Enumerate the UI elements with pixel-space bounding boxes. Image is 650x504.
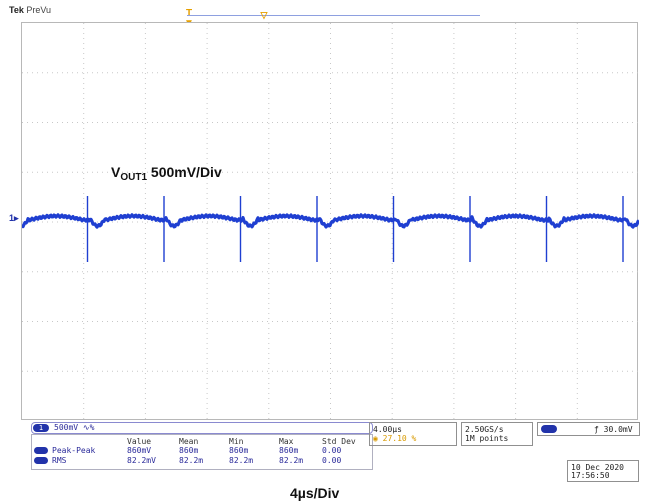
brand-name: Tek xyxy=(9,5,24,15)
meas-cell: 860m xyxy=(229,446,249,455)
channel-marker-label: 1 xyxy=(9,213,15,223)
timestamp: 10 Dec 2020 17:56:50 xyxy=(567,460,639,482)
col-header: Min xyxy=(229,437,244,446)
channel-ground-marker[interactable]: 1▸ xyxy=(9,213,19,223)
meas-cell: 0.00 xyxy=(322,446,342,455)
graticule-grid xyxy=(22,23,639,421)
readout-panel: 1 500mV ∿% Value Mean Min Max Std Dev Pe… xyxy=(21,422,640,482)
channel-scale-value: 500mV xyxy=(54,423,79,432)
trigger-level: ƒ 30.0mV xyxy=(594,425,633,434)
record-position-icon[interactable]: ▽ xyxy=(260,10,268,20)
meas-cell: 82.2m xyxy=(179,456,204,465)
col-header: Mean xyxy=(179,437,199,446)
waveform-trace xyxy=(22,213,639,229)
brand-label: Tek PreVu xyxy=(9,5,51,15)
meas-row-badge xyxy=(34,457,48,464)
trigger-level-value: 30.0mV xyxy=(603,425,633,434)
col-header: Max xyxy=(279,437,294,446)
timebase-readout[interactable]: 4.00µs ◉ 27.10 % xyxy=(369,422,457,446)
meas-name: Peak-Peak xyxy=(52,446,96,455)
channel-number: 1 xyxy=(38,424,44,432)
record-view-bar xyxy=(187,15,480,16)
channel-scale: 500mV ∿% xyxy=(54,423,94,433)
channel-badge: 1 xyxy=(33,424,49,432)
col-header: Std Dev xyxy=(322,437,356,446)
record-length: 1M points xyxy=(465,434,509,443)
rising-edge-icon: ƒ xyxy=(594,425,599,434)
channel-coupling: ∿% xyxy=(82,423,95,432)
meas-cell: 860m xyxy=(179,446,199,455)
meas-cell: 860mV xyxy=(127,446,152,455)
channel-readout[interactable]: 1 500mV ∿% xyxy=(31,422,373,434)
meas-cell: 860m xyxy=(279,446,299,455)
acquisition-readout[interactable]: 2.50GS/s 1M points xyxy=(461,422,533,446)
meas-cell: 0.00 xyxy=(322,456,342,465)
date-value: 10 Dec 2020 xyxy=(571,463,624,472)
trigger-source-badge xyxy=(541,425,557,433)
acq-mode: PreVu xyxy=(26,5,52,15)
col-header: Value xyxy=(127,437,152,446)
label-main: V xyxy=(111,164,121,180)
meas-cell: 82.2m xyxy=(229,456,254,465)
trigger-readout[interactable]: ƒ 30.0mV xyxy=(537,422,640,436)
meas-cell: 82.2m xyxy=(279,456,304,465)
trigger-delay: ◉ 27.10 % xyxy=(373,434,417,443)
label-sub: OUT1 xyxy=(120,172,148,183)
trigger-position-icon[interactable]: T▼ xyxy=(184,8,194,29)
waveform-scale-label: VOUT1 500mV/Div xyxy=(111,164,222,183)
time-value: 17:56:50 xyxy=(571,471,610,480)
meas-name: RMS xyxy=(52,456,67,465)
sample-rate: 2.50GS/s xyxy=(465,425,504,434)
meas-row-badge xyxy=(34,447,48,454)
time-per-div-label: 4µs/Div xyxy=(290,485,340,501)
graticule xyxy=(21,22,639,421)
status-bar: Tek PreVu T▼ ▽ xyxy=(0,0,650,29)
delay-value: 27.10 % xyxy=(382,434,417,443)
measurement-table[interactable]: Value Mean Min Max Std Dev Peak-Peak 860… xyxy=(31,434,373,470)
meas-cell: 82.2mV xyxy=(127,456,156,465)
time-per-div: 4.00µs xyxy=(373,425,402,434)
label-scale: 500mV/Div xyxy=(150,164,222,180)
